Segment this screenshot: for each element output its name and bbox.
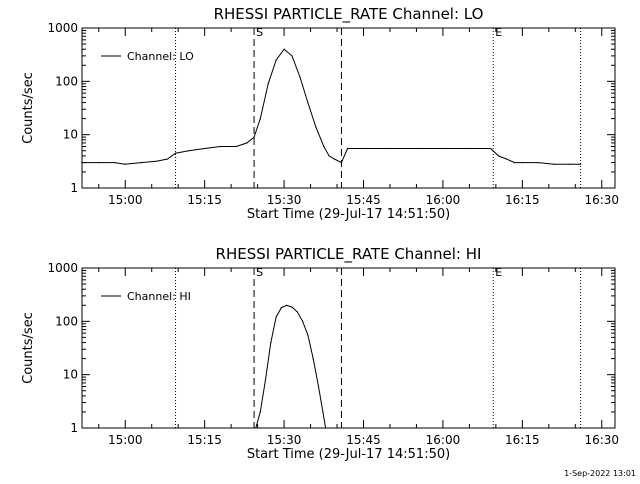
panel-1-legend-label: Channel: LO <box>127 50 194 63</box>
panel-1-data-point <box>521 162 523 164</box>
panel-1-data-point <box>81 162 83 164</box>
panel-2-y-tick-label: 100 <box>55 314 78 328</box>
panel-1-data-point <box>299 76 301 78</box>
panel-1-data-point <box>315 126 317 128</box>
panel-1-data-point <box>140 162 142 164</box>
panel-1-data-point <box>291 55 293 57</box>
panel-2-y-axis-label: Counts/sec <box>21 312 36 384</box>
panel-1-data-point <box>537 162 539 164</box>
panel-1-y-tick-label: 10 <box>63 128 78 142</box>
panel-1-data-point <box>188 150 190 152</box>
panel-1-data-point <box>98 162 100 164</box>
panel-1-data-point <box>156 160 158 162</box>
panel-2-x-tick-label: 15:45 <box>346 433 381 447</box>
panel-1-data-point <box>505 158 508 160</box>
panel-1-data-point <box>283 48 285 50</box>
panel-1-data-point <box>490 147 492 150</box>
panel-1-data-point <box>174 152 177 154</box>
panel-1-chart-title: RHESSI PARTICLE_RATE Channel: LO <box>214 5 484 24</box>
panel-2-marker-label-e: E <box>495 266 502 279</box>
panel-2-series-line <box>255 304 327 429</box>
panel-1-x-axis-label: Start Time (29-Jul-17 14:51:50) <box>247 207 450 222</box>
panel-2-x-axis-label: Start Time (29-Jul-17 14:51:50) <box>247 447 450 462</box>
panel-1-data-point <box>468 147 470 150</box>
footer-timestamp: 1-Sep-2022 13:01 <box>564 469 636 478</box>
panel-1-x-tick-label: 15:15 <box>187 193 222 207</box>
panel-1-data-point <box>275 59 277 61</box>
panel-1-data-point <box>513 162 516 164</box>
panel-1-data-point <box>267 83 269 85</box>
panel-1-data-point <box>246 142 248 144</box>
panel-2-data-point <box>255 427 257 429</box>
panel-1-x-tick-label: 16:30 <box>584 193 619 207</box>
panel-1-x-tick-label: 16:15 <box>505 193 540 207</box>
panel-2-data-point <box>280 307 282 309</box>
panel-2-x-tick-label: 16:30 <box>584 433 619 447</box>
panel-1-data-point <box>553 163 555 165</box>
panel-1-data-point <box>259 118 261 120</box>
panel-2-plot-frame <box>81 267 616 429</box>
panel-2-x-tick-label: 16:00 <box>426 433 461 447</box>
panel-2-data-point <box>302 320 304 322</box>
panel-2-y-tick-label: 1 <box>70 421 78 435</box>
panel-2-data-point <box>312 358 314 360</box>
panel-2-data-point <box>291 306 293 308</box>
panel-1-plot-frame <box>81 27 616 189</box>
panel-1-data-point <box>580 163 582 165</box>
panel-1-data-point <box>328 155 330 157</box>
panel-2-data-point <box>307 334 309 336</box>
panel-1-y-tick-label: 1000 <box>47 21 78 35</box>
panel-1-data-point <box>442 147 444 150</box>
panel-1-data-point <box>497 155 500 157</box>
panel-1-data-point <box>307 102 309 104</box>
panel-2-data-point <box>317 385 320 388</box>
panel-1-x-tick-label: 16:00 <box>426 193 461 207</box>
panel-1-data-point <box>323 145 325 148</box>
panel-1-series-line <box>82 48 581 165</box>
panel-2-data-point <box>270 342 272 344</box>
panel-1-data-point <box>389 147 391 150</box>
panel-2-x-tick-label: 15:30 <box>267 433 302 447</box>
panel-1-data-point <box>347 147 349 150</box>
panel-2-data-point <box>275 316 277 318</box>
panel-1-marker-label-e: E <box>495 26 502 39</box>
panel-1-data-point <box>569 163 571 165</box>
panel-2-data-point <box>259 411 261 413</box>
panel-2-legend-label: Channel: HI <box>127 290 191 303</box>
panel-1-x-tick-label: 15:30 <box>267 193 302 207</box>
panel-1-data-point <box>204 147 206 150</box>
panel-2-data-point <box>264 379 267 381</box>
panel-2-x-tick-label: 15:15 <box>187 433 222 447</box>
panel-2-data-point <box>286 304 288 306</box>
panel-1-data-point <box>235 145 237 148</box>
panel-2-data-point <box>296 311 298 313</box>
panel-1-y-tick-label: 1 <box>70 181 78 195</box>
panel-1-marker-label-s: S <box>256 26 263 39</box>
panel-2-chart-title: RHESSI PARTICLE_RATE Channel: HI <box>216 245 482 264</box>
panel-2-data-point <box>325 427 327 429</box>
panel-1-x-tick-label: 15:45 <box>346 193 381 207</box>
panel-1-y-axis-label: Counts/sec <box>21 72 36 144</box>
panel-2-x-tick-label: 15:00 <box>108 433 143 447</box>
panel-1-data-point <box>340 162 342 164</box>
panel-1-data-point <box>219 145 222 148</box>
panel-1-y-tick-label: 100 <box>55 74 78 88</box>
panel-1-data-point <box>415 147 417 150</box>
panel-1-data-point <box>167 158 169 160</box>
panel-2-marker-label-s: S <box>256 266 263 279</box>
panel-1-data-point <box>124 163 126 165</box>
panel-2-x-tick-label: 16:15 <box>505 433 540 447</box>
panel-1-data-point <box>362 147 365 150</box>
panel-2-y-tick-label: 1000 <box>47 261 78 275</box>
panel-1-data-point <box>114 162 116 164</box>
panel-1-data-point <box>333 158 335 160</box>
panel-2-y-tick-label: 10 <box>63 368 78 382</box>
panel-2-data-point <box>322 411 324 413</box>
panel-1-data-point <box>253 136 255 138</box>
panel-1-x-tick-label: 15:00 <box>108 193 143 207</box>
